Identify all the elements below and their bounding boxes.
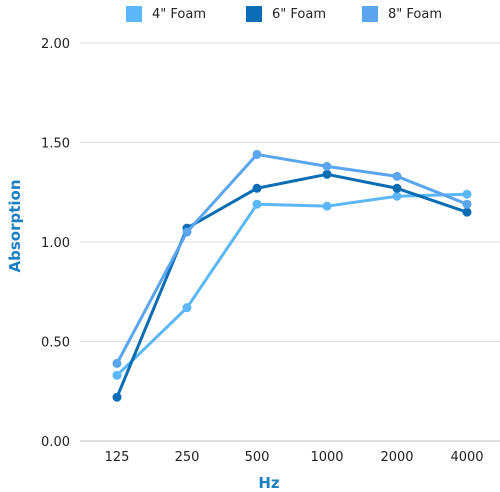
x-tick-label: 1000 xyxy=(310,450,343,465)
data-point-1-3[interactable] xyxy=(322,169,332,179)
legend-item-4in-foam[interactable]: 4" Foam xyxy=(126,6,206,22)
data-point-1-5[interactable] xyxy=(462,207,472,217)
data-point-2-4[interactable] xyxy=(392,171,402,181)
data-point-2-0[interactable] xyxy=(112,358,122,368)
data-point-0-5[interactable] xyxy=(462,189,472,199)
legend-label-4in-foam: 4" Foam xyxy=(152,6,206,22)
x-tick-label: 250 xyxy=(175,450,200,465)
data-point-0-0[interactable] xyxy=(112,370,122,380)
data-point-2-5[interactable] xyxy=(462,199,472,209)
legend-swatch-4in-foam xyxy=(126,6,142,22)
chart-legend: 4" Foam 6" Foam 8" Foam xyxy=(0,6,500,28)
x-tick-label: 2000 xyxy=(380,450,413,465)
y-axis-label: Absorption xyxy=(6,179,24,272)
data-point-1-0[interactable] xyxy=(112,392,122,402)
data-point-0-2[interactable] xyxy=(252,199,262,209)
series-2 xyxy=(112,149,472,368)
data-point-2-3[interactable] xyxy=(322,161,332,171)
series-line-0 xyxy=(115,192,469,377)
data-point-1-2[interactable] xyxy=(252,183,262,193)
legend-item-6in-foam[interactable]: 6" Foam xyxy=(246,6,326,22)
data-point-2-1[interactable] xyxy=(182,227,192,237)
data-point-1-4[interactable] xyxy=(392,183,402,193)
series-line-1 xyxy=(115,172,469,399)
x-tick-label: 125 xyxy=(105,450,130,465)
data-point-0-1[interactable] xyxy=(182,303,192,313)
x-axis: 125 250 500 1000 2000 4000 xyxy=(105,450,484,465)
y-tick-label: 0.00 xyxy=(41,435,70,450)
legend-item-8in-foam[interactable]: 8" Foam xyxy=(362,6,442,22)
data-point-0-4[interactable] xyxy=(392,191,402,201)
legend-swatch-6in-foam xyxy=(246,6,262,22)
x-axis-label: Hz xyxy=(258,474,280,492)
y-tick-label: 0.50 xyxy=(41,336,70,351)
y-tick-label: 2.00 xyxy=(41,37,70,52)
legend-swatch-8in-foam xyxy=(362,6,378,22)
y-axis: 0.00 0.50 1.00 1.50 2.00 xyxy=(41,37,70,450)
data-point-0-3[interactable] xyxy=(322,201,332,211)
series-layer xyxy=(112,149,472,402)
legend-label-6in-foam: 6" Foam xyxy=(272,6,326,22)
x-tick-label: 500 xyxy=(245,450,270,465)
series-0 xyxy=(112,189,472,380)
series-line-2 xyxy=(115,152,469,365)
y-tick-label: 1.50 xyxy=(41,137,70,152)
chart-grid xyxy=(80,42,500,442)
x-tick-label: 4000 xyxy=(450,450,483,465)
data-point-2-2[interactable] xyxy=(252,149,262,159)
legend-label-8in-foam: 8" Foam xyxy=(388,6,442,22)
y-tick-label: 1.00 xyxy=(41,236,70,251)
